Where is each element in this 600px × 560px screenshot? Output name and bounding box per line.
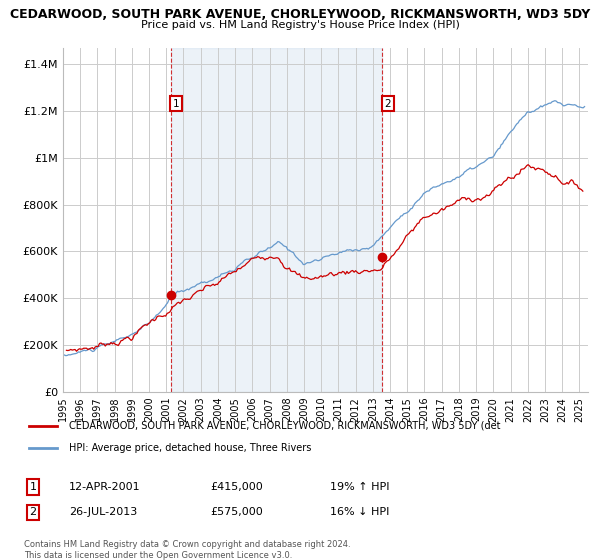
Text: HPI: Average price, detached house, Three Rivers: HPI: Average price, detached house, Thre… — [69, 443, 311, 453]
Text: £415,000: £415,000 — [210, 482, 263, 492]
Text: £575,000: £575,000 — [210, 507, 263, 517]
Text: 2: 2 — [385, 99, 391, 109]
Text: CEDARWOOD, SOUTH PARK AVENUE, CHORLEYWOOD, RICKMANSWORTH, WD3 5DY (det: CEDARWOOD, SOUTH PARK AVENUE, CHORLEYWOO… — [69, 421, 500, 431]
Text: 1: 1 — [29, 482, 37, 492]
Text: 12-APR-2001: 12-APR-2001 — [69, 482, 140, 492]
Text: CEDARWOOD, SOUTH PARK AVENUE, CHORLEYWOOD, RICKMANSWORTH, WD3 5DY: CEDARWOOD, SOUTH PARK AVENUE, CHORLEYWOO… — [10, 8, 590, 21]
Text: 16% ↓ HPI: 16% ↓ HPI — [330, 507, 389, 517]
Text: Price paid vs. HM Land Registry's House Price Index (HPI): Price paid vs. HM Land Registry's House … — [140, 20, 460, 30]
Text: Contains HM Land Registry data © Crown copyright and database right 2024.
This d: Contains HM Land Registry data © Crown c… — [24, 540, 350, 560]
Text: 19% ↑ HPI: 19% ↑ HPI — [330, 482, 389, 492]
Text: 26-JUL-2013: 26-JUL-2013 — [69, 507, 137, 517]
Text: 2: 2 — [29, 507, 37, 517]
Text: 1: 1 — [173, 99, 179, 109]
Bar — [171, 48, 382, 392]
